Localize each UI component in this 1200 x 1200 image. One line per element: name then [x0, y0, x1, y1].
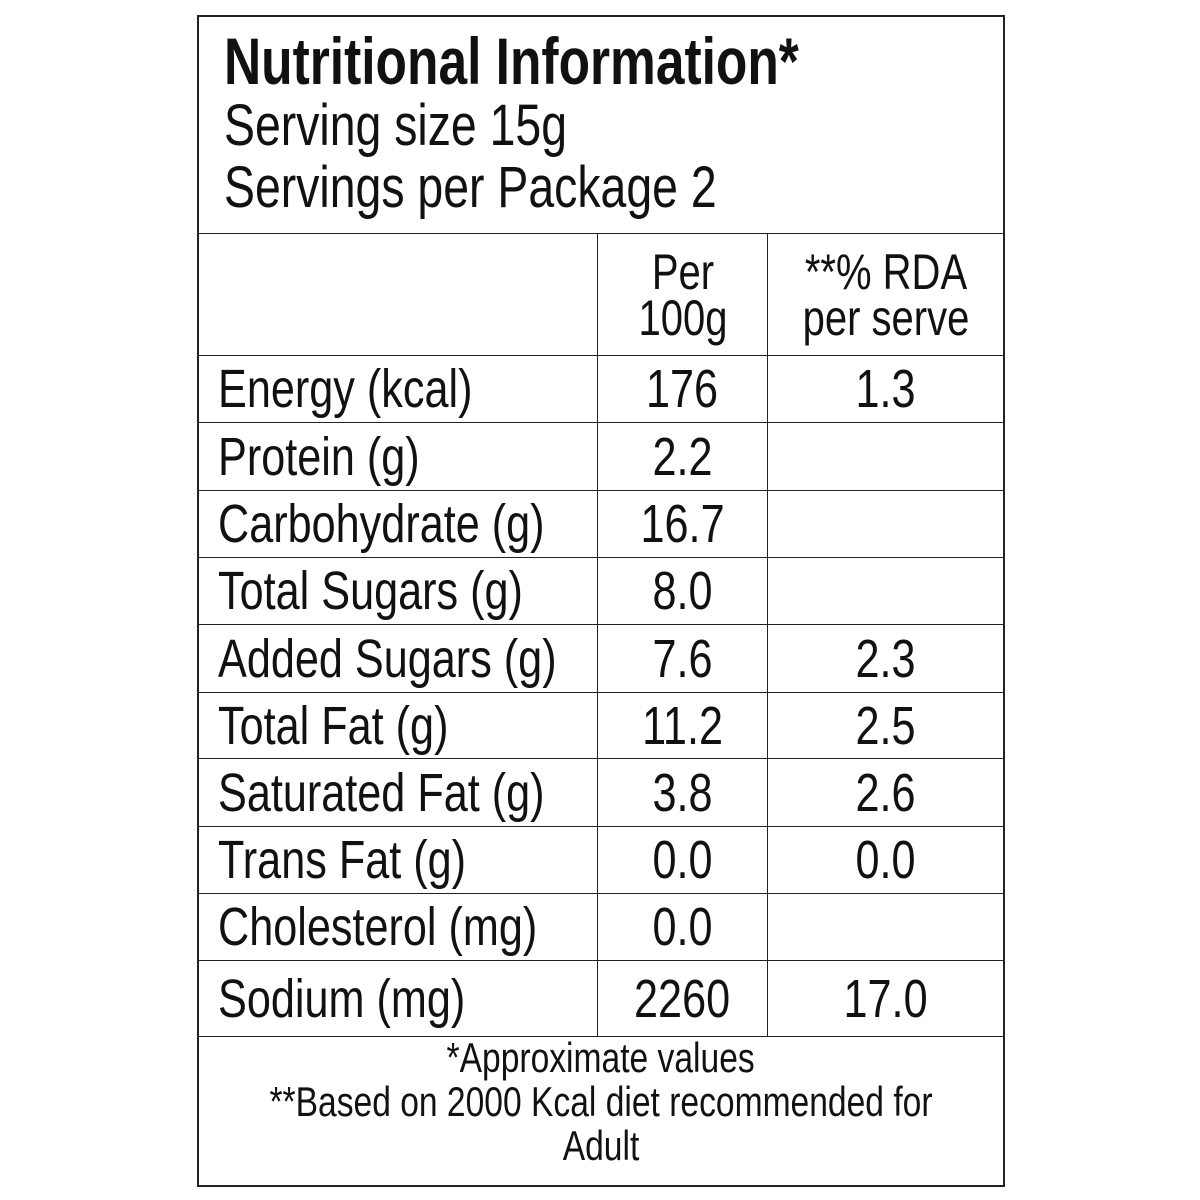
- table-cell: Sodium (mg): [197, 960, 598, 1037]
- nutrient-value: 11.2: [642, 695, 723, 756]
- footer: *Approximate values **Based on 2000 Kcal…: [197, 1036, 1005, 1168]
- footnote-text: **Based on 2000 Kcal diet recommended fo…: [269, 1078, 933, 1169]
- table-cell: Carbohydrate (g): [197, 490, 598, 558]
- table-cell: 176: [597, 355, 768, 423]
- nutrient-value: 2.6: [855, 762, 917, 823]
- serving-size: Serving size 15g: [224, 94, 653, 158]
- table-cell: 3.8: [597, 758, 768, 827]
- table-cell: 7.6: [597, 624, 768, 693]
- table-cell: 1.3: [767, 355, 1005, 423]
- nutrient-value: 176: [646, 359, 719, 419]
- table-cell: Total Sugars (g): [197, 557, 598, 625]
- table-cell: Total Fat (g): [197, 692, 598, 759]
- footnote: **Based on 2000 Kcal diet recommended fo…: [221, 1080, 981, 1168]
- nutrient-value: 7.6: [652, 628, 713, 689]
- table-cell: Energy (kcal): [197, 355, 598, 423]
- table-cell: 2260: [597, 960, 768, 1037]
- nutrient-name: Total Sugars (g): [218, 561, 523, 621]
- table-cell: 11.2: [597, 692, 768, 759]
- nutrient-name: Added Sugars (g): [218, 628, 557, 689]
- column-header-text: **% RDA per serve: [802, 243, 970, 346]
- table-cell: Added Sugars (g): [197, 624, 598, 693]
- column-header: **% RDA per serve: [767, 233, 1005, 356]
- column-header: Per 100g: [597, 233, 768, 356]
- table-cell: 0.0: [597, 826, 768, 894]
- nutrient-name: Carbohydrate (g): [218, 494, 545, 554]
- servings-per-package: Servings per Package 2: [224, 156, 840, 220]
- table-cell: [767, 490, 1005, 558]
- nutrient-name: Trans Fat (g): [218, 830, 467, 890]
- nutrient-name: Sodium (mg): [218, 968, 466, 1029]
- table-cell: Protein (g): [197, 422, 598, 491]
- nutrient-name: Total Fat (g): [218, 695, 449, 756]
- nutrient-value: 17.0: [843, 968, 929, 1029]
- nutrient-value: 0.0: [855, 830, 917, 890]
- nutrient-value: 2.3: [855, 628, 917, 689]
- table-cell: 8.0: [597, 557, 768, 625]
- nutrient-value: 0.0: [652, 830, 713, 890]
- nutrient-value: 1.3: [855, 359, 917, 419]
- serving-size-text: Serving size 15g: [224, 93, 568, 158]
- table-cell: Trans Fat (g): [197, 826, 598, 894]
- nutrient-name: Cholesterol (mg): [218, 897, 538, 957]
- table-cell: [767, 557, 1005, 625]
- column-header-text: Per 100g: [638, 243, 727, 346]
- table-cell: Cholesterol (mg): [197, 893, 598, 961]
- nutrient-value: 2.2: [652, 426, 713, 487]
- table-cell: [767, 422, 1005, 491]
- table-cell: 0.0: [767, 826, 1005, 894]
- table-cell: 2.3: [767, 624, 1005, 693]
- nutrient-value: 2260: [634, 968, 731, 1029]
- header-blank-cell: [197, 233, 598, 356]
- nutrient-value: 16.7: [640, 494, 725, 554]
- table-cell: [767, 893, 1005, 961]
- table-cell: 17.0: [767, 960, 1005, 1037]
- table-cell: 0.0: [597, 893, 768, 961]
- title: Nutritional Information*: [224, 22, 961, 100]
- table-cell: 16.7: [597, 490, 768, 558]
- nutrient-value: 2.5: [855, 695, 917, 756]
- footnote: *Approximate values: [197, 1036, 1005, 1080]
- table-cell: 2.5: [767, 692, 1005, 759]
- table-cell: Saturated Fat (g): [197, 758, 598, 827]
- nutrient-value: 3.8: [652, 762, 713, 823]
- table-cell: 2.6: [767, 758, 1005, 827]
- nutrient-value: 8.0: [652, 561, 713, 621]
- nutrient-name: Protein (g): [218, 426, 420, 487]
- servings-text: Servings per Package 2: [224, 155, 717, 220]
- nutrient-name: Energy (kcal): [218, 359, 473, 419]
- nutrient-name: Saturated Fat (g): [218, 762, 545, 823]
- nutrient-value: 0.0: [652, 897, 713, 957]
- title-text: Nutritional Information*: [224, 24, 799, 98]
- footnote-text: *Approximate values: [446, 1034, 756, 1081]
- table-cell: 2.2: [597, 422, 768, 491]
